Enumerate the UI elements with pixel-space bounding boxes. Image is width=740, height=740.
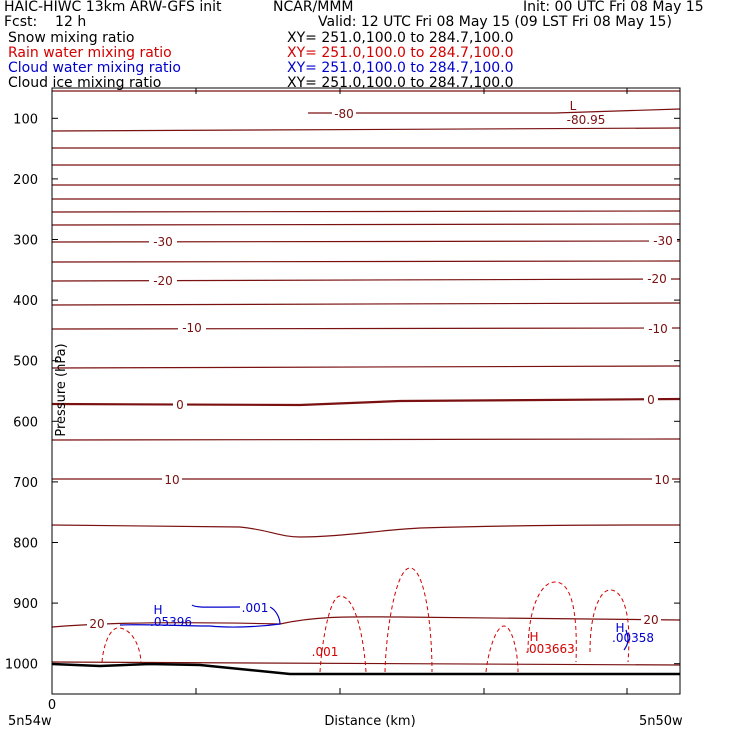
extremum-labels: L -80.95 H .05396 H .003663 H .00358 .00… (150, 99, 654, 659)
x-axis-label: Distance (km) (324, 714, 415, 729)
y-tick-label: 800 (13, 537, 38, 552)
high-value: .05396 (150, 615, 192, 629)
high-marker: H (153, 603, 162, 617)
x-axis-ticks (195, 88, 628, 694)
forecast-hour: Fcst: 12 h (4, 14, 87, 30)
temperature-isotherms (51, 90, 681, 666)
cloud-water-field-name: Cloud water mixing ratio (8, 60, 181, 76)
cloud-ice-field-xy: XY= 251.0,100.0 to 284.7,100.0 (287, 75, 514, 91)
isotherm-label: 10 (164, 473, 179, 487)
isotherm-label: 20 (643, 613, 658, 627)
isotherm-label: -20 (647, 272, 667, 286)
y-tick-label: 100 (13, 112, 38, 127)
y-tick-label: 900 (13, 597, 38, 612)
isotherm-label: 10 (654, 473, 669, 487)
snow-field-xy: XY= 251.0,100.0 to 284.7,100.0 (287, 30, 514, 46)
plot-frame (51, 87, 681, 695)
y-tick-label: 600 (13, 415, 38, 430)
x-right-location: 5n50w (639, 714, 683, 729)
rain-mixing-ratio-contours (101, 567, 630, 673)
y-tick-label: 700 (13, 476, 38, 491)
cloud-ice-field-name: Cloud ice mixing ratio (8, 75, 162, 91)
rain-contour-label: .001 (312, 645, 339, 659)
low-marker: L (570, 99, 577, 113)
y-tick-label: 200 (13, 173, 38, 188)
y-tick-label: 500 (13, 355, 38, 370)
y-tick-label: 300 (13, 234, 38, 249)
organization-label: NCAR/MMM (273, 0, 354, 15)
temperature-labels: -80 -30 -30 -20 -20 -10 -10 0 0 10 10 20… (87, 107, 677, 631)
high-marker: H (615, 621, 624, 635)
rain-field-name: Rain water mixing ratio (8, 45, 172, 61)
isotherm-label: -10 (648, 322, 668, 336)
high-value: .003663 (525, 642, 575, 656)
cloud-water-field-xy: XY= 251.0,100.0 to 284.7,100.0 (287, 60, 514, 76)
x-start-tick-label: 0 (48, 698, 56, 713)
terrain-surface-line (51, 662, 680, 676)
isotherm-label: 20 (89, 617, 104, 631)
snow-field-name: Snow mixing ratio (8, 30, 135, 46)
y-axis-label: Pressure (hPa) (54, 343, 69, 436)
isotherm-label: 0 (176, 398, 184, 412)
isotherm-label: -30 (153, 235, 173, 249)
isotherm-label: -30 (653, 234, 673, 248)
y-tick-label: 1000 (5, 658, 38, 673)
isotherm-label: -80 (334, 107, 354, 121)
cloud-water-mixing-ratio-contours (119, 604, 629, 651)
cloud-water-contour-label: .001 (242, 601, 269, 615)
isotherm-label: 0 (647, 393, 655, 407)
x-left-location: 5n54w (8, 714, 52, 729)
isotherm-label: -10 (182, 321, 202, 335)
valid-time: Valid: 12 UTC Fri 08 May 15 (09 LST Fri … (318, 14, 672, 30)
low-value: -80.95 (567, 113, 606, 127)
rain-field-xy: XY= 251.0,100.0 to 284.7,100.0 (287, 45, 514, 61)
model-title: HAIC-HIWC 13km ARW-GFS init (4, 0, 222, 15)
y-tick-label: 400 (13, 294, 38, 309)
isotherm-label: -20 (153, 274, 173, 288)
init-time: Init: 00 UTC Fri 08 May 15 (523, 0, 704, 15)
high-value: .00358 (612, 631, 654, 645)
high-marker: H (529, 630, 538, 644)
